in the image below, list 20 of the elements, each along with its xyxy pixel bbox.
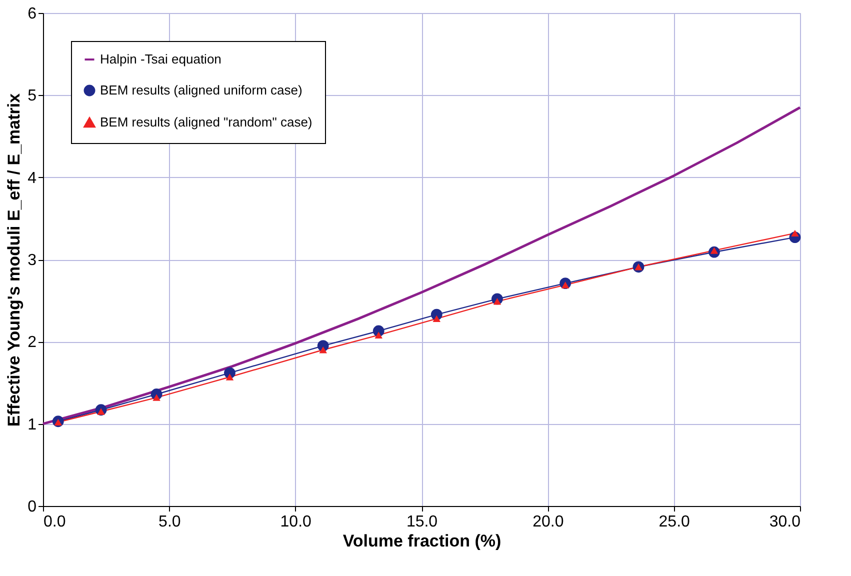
y-tick-label: 1 <box>28 416 37 434</box>
legend-label: BEM results (aligned uniform case) <box>100 82 302 98</box>
y-axis-title: Effective Young's moduli E_eff / E_matrix <box>4 92 24 427</box>
x-tick-label: 15.0 <box>406 514 438 530</box>
y-tick-label: 4 <box>28 170 37 187</box>
x-tick-label: 5.0 <box>158 514 181 530</box>
y-tick-label: 2 <box>28 334 37 352</box>
x-tick-label: 30.0 <box>769 514 801 530</box>
x-axis-title: Volume fraction (%) <box>342 532 502 550</box>
y-tick-label: 5 <box>28 88 37 105</box>
legend-label: Halpin -Tsai equation <box>100 52 222 66</box>
line-series <box>42 106 802 426</box>
y-tick-label: 6 <box>28 6 37 22</box>
x-tick-label: 0.0 <box>44 514 66 530</box>
y-tick-label: 3 <box>28 252 37 269</box>
x-tick-label: 20.0 <box>532 514 564 530</box>
legend-label: BEM results (aligned "random" case) <box>100 114 312 130</box>
y-tick-label: 0 <box>28 498 37 516</box>
x-tick-label: 25.0 <box>658 514 690 530</box>
x-tick-label: 10.0 <box>280 514 312 530</box>
